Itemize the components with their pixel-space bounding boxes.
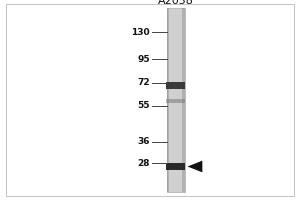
Text: 36: 36: [137, 137, 150, 146]
Bar: [166, 163, 185, 170]
Text: 95: 95: [137, 55, 150, 64]
Bar: [166, 82, 185, 89]
Text: 72: 72: [137, 78, 150, 87]
Text: 130: 130: [131, 28, 150, 37]
Text: 55: 55: [137, 101, 150, 110]
Text: 28: 28: [137, 159, 150, 168]
Bar: [167, 99, 184, 103]
Bar: [182, 8, 184, 192]
Bar: [167, 8, 184, 192]
Polygon shape: [188, 161, 202, 172]
Text: A2058: A2058: [158, 0, 194, 6]
Bar: [167, 8, 169, 192]
